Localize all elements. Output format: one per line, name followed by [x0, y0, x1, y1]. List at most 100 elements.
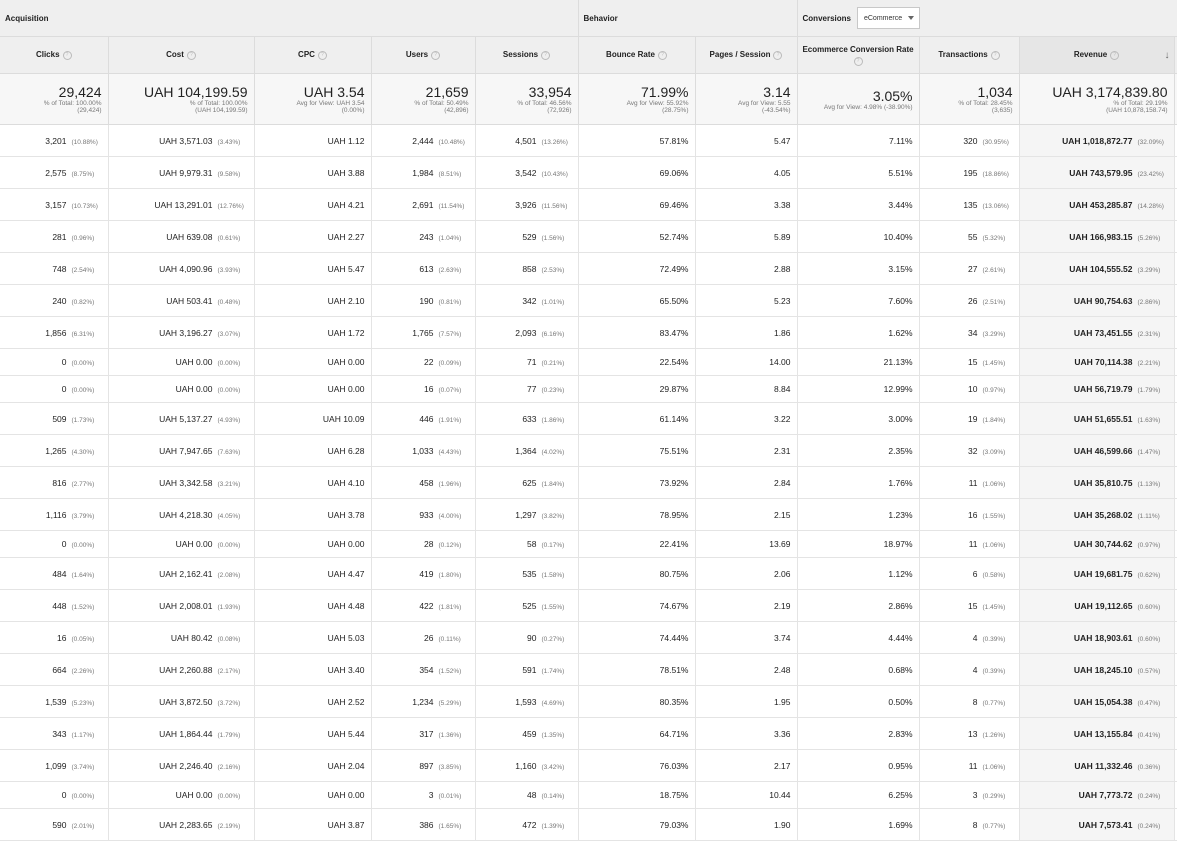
cell-sessions: 1,364 (4.02%)	[475, 434, 579, 467]
cell-sessions-value: 3,926	[515, 199, 537, 210]
column-header-users[interactable]: Users?	[371, 36, 476, 74]
cell-users-value: 613	[419, 263, 434, 274]
column-header-cpc[interactable]: CPC?	[254, 36, 372, 74]
cell-cost: UAH 2,008.01 (1.93%)	[108, 589, 255, 622]
cell-revenue-value: UAH 104,555.52	[1069, 263, 1133, 274]
sort-descending-icon[interactable]: ↓	[1164, 50, 1170, 61]
cell-bounce-rate-value: 72.49%	[659, 263, 689, 274]
cell-cpc-value: UAH 2.10	[327, 295, 365, 306]
help-icon[interactable]: ?	[186, 50, 196, 60]
total-ecr-sub: Avg for View: 4.98% (-38.90%)	[823, 103, 913, 111]
metric-group-header-row: Acquisition Behavior Conversions eCommer…	[0, 0, 1177, 37]
help-icon[interactable]: ?	[1110, 50, 1120, 60]
column-header-cost[interactable]: Cost?	[108, 36, 255, 74]
cell-transactions: 15 (1.45%)	[919, 348, 1020, 376]
column-header-pages-session-label: Pages / Session	[709, 50, 771, 60]
cell-revenue-percent: (23.42%)	[1137, 170, 1164, 178]
cell-sessions-percent: (4.02%)	[541, 448, 565, 456]
total-users-value: 21,659	[425, 84, 469, 100]
help-icon[interactable]: ?	[853, 56, 863, 66]
cell-sessions-percent: (0.23%)	[541, 387, 565, 394]
help-icon[interactable]: ?	[317, 50, 327, 60]
cell-bounce-rate: 74.67%	[578, 589, 696, 622]
cell-transactions-value: 4	[972, 632, 978, 643]
cell-users: 446 (1.91%)	[371, 402, 476, 435]
cell-transactions: 26 (2.51%)	[919, 284, 1020, 317]
help-icon[interactable]: ?	[62, 50, 72, 60]
cell-sessions-value: 1,297	[515, 509, 537, 520]
column-header-transactions[interactable]: Transactions?	[919, 36, 1020, 74]
cell-cost-value: UAH 4,090.96	[159, 263, 213, 274]
cell-clicks: 1,539 (5.23%)	[0, 685, 109, 718]
cell-transactions: 19 (1.84%)	[919, 402, 1020, 435]
column-header-bounce-rate[interactable]: Bounce Rate?	[578, 36, 696, 74]
cell-revenue-value: UAH 18,245.10	[1073, 664, 1133, 675]
cell-ecommerce-conversion-rate: 21.13%	[797, 348, 920, 376]
cell-clicks-value: 484	[52, 568, 67, 579]
cell-ecommerce-conversion-rate: 2.35%	[797, 434, 920, 467]
column-header-sessions[interactable]: Sessions?	[475, 36, 579, 74]
cell-cpc-value: UAH 3.40	[327, 664, 365, 675]
cell-sessions-value: 3,542	[515, 167, 537, 178]
total-revenue: UAH 3,174,839.80% of Total: 29.19% (UAH 1…	[1019, 73, 1175, 125]
cell-transactions-value: 15	[968, 357, 978, 367]
conversions-type-dropdown[interactable]: eCommerce	[856, 7, 921, 29]
cell-users-percent: (2.63%)	[438, 266, 462, 274]
cell-ecommerce-conversion-rate-value: 0.68%	[888, 664, 913, 675]
cell-revenue: UAH 15,054.38 (0.47%)	[1019, 685, 1175, 718]
column-header-revenue[interactable]: Revenue? ↓	[1019, 36, 1175, 74]
cell-users-value: 2,691	[412, 199, 434, 210]
cell-ecommerce-conversion-rate-value: 5.51%	[888, 167, 913, 178]
help-icon[interactable]: ?	[773, 50, 783, 60]
cell-clicks: 590 (2.01%)	[0, 808, 109, 841]
cell-clicks-value: 1,099	[45, 760, 67, 771]
column-header-clicks[interactable]: Clicks?	[0, 36, 109, 74]
table-row: 748 (2.54%) UAH 4,090.96 (3.93%) UAH 5.47 613…	[0, 252, 1177, 285]
cell-cost-percent: (2.17%)	[217, 667, 241, 675]
cell-cost: UAH 3,872.50 (3.72%)	[108, 685, 255, 718]
cell-users-percent: (3.85%)	[438, 763, 462, 771]
cell-clicks-percent: (10.88%)	[71, 138, 98, 146]
total-sessions-sub: % of Total: 46.56%	[517, 100, 572, 107]
table-row: 0 (0.00%) UAH 0.00 (0.00%) UAH 0.00 28 (0.12%)…	[0, 530, 1177, 558]
cell-sessions-value: 71	[527, 357, 537, 367]
cell-transactions-percent: (18.86%)	[982, 170, 1009, 178]
cell-users-value: 419	[419, 568, 434, 579]
column-header-pages-session[interactable]: Pages / Session?	[695, 36, 798, 74]
cell-revenue-value: UAH 73,451.55	[1073, 327, 1133, 338]
cell-revenue-value: UAH 51,655.51	[1073, 413, 1133, 424]
help-icon[interactable]: ?	[541, 50, 551, 60]
cell-ecommerce-conversion-rate-value: 10.40%	[883, 231, 913, 242]
total-users-sub2: (42,896)	[444, 107, 469, 114]
cell-sessions: 90 (0.27%)	[475, 621, 579, 654]
cell-users-percent: (0.09%)	[438, 360, 462, 367]
cell-clicks-value: 240	[52, 295, 67, 306]
cell-bounce-rate: 74.44%	[578, 621, 696, 654]
cell-revenue-percent: (1.13%)	[1137, 480, 1161, 488]
cell-cost-percent: (2.16%)	[217, 763, 241, 771]
help-icon[interactable]: ?	[657, 50, 667, 60]
cell-transactions-value: 135	[963, 199, 978, 210]
column-header-ecommerce-conversion-rate[interactable]: Ecommerce Conversion Rate?	[797, 36, 920, 74]
column-header-transactions-label: Transactions	[938, 50, 988, 60]
cell-sessions: 48 (0.14%)	[475, 781, 579, 809]
cell-ecommerce-conversion-rate: 5.51%	[797, 156, 920, 189]
cell-ecommerce-conversion-rate: 3.44%	[797, 188, 920, 221]
cell-transactions-percent: (1.06%)	[982, 542, 1006, 549]
total-transactions-sub: % of Total: 28.45%	[958, 100, 1013, 107]
cell-bounce-rate-value: 69.46%	[659, 199, 689, 210]
cell-clicks-percent: (6.31%)	[71, 330, 95, 338]
cell-users-percent: (10.48%)	[438, 138, 465, 146]
cell-revenue-percent: (32.09%)	[1137, 138, 1164, 146]
cell-pages-session-value: 4.05	[773, 167, 791, 178]
cell-users-value: 16	[424, 384, 434, 394]
help-icon[interactable]: ?	[431, 50, 441, 60]
cell-users: 613 (2.63%)	[371, 252, 476, 285]
cell-bounce-rate-value: 65.50%	[659, 295, 689, 306]
table-row: 2,575 (8.75%) UAH 9,979.31 (9.58%) UAH 3.88 1…	[0, 156, 1177, 189]
cell-clicks-value: 448	[52, 600, 67, 611]
help-icon[interactable]: ?	[990, 50, 1000, 60]
cell-sessions: 459 (1.35%)	[475, 717, 579, 750]
cell-clicks: 343 (1.17%)	[0, 717, 109, 750]
table-row: 590 (2.01%) UAH 2,283.65 (2.19%) UAH 3.87 386…	[0, 808, 1177, 841]
